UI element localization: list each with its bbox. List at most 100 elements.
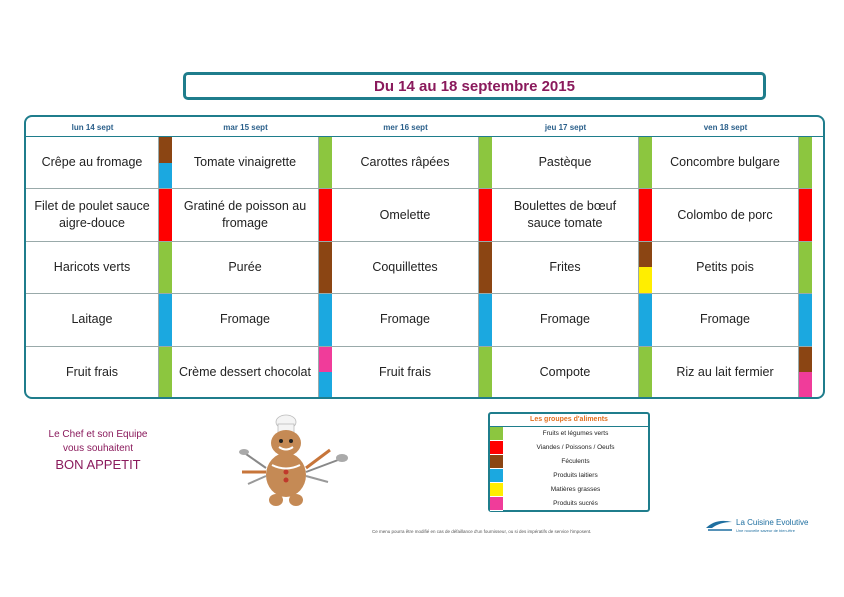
food-group-swatch <box>479 241 492 294</box>
food-group-swatch <box>159 346 172 397</box>
legend-color-swatch <box>490 427 503 441</box>
legend-label: Matières grasses <box>550 486 601 493</box>
food-group-indicator <box>479 241 492 295</box>
food-group-indicator <box>319 294 332 347</box>
dish-cell: Crêpe au fromage <box>26 137 159 190</box>
legend-label: Fruits et légumes verts <box>542 430 609 437</box>
legend-title: Les groupes d'aliments <box>490 414 648 427</box>
dish-cell: Haricots verts <box>26 241 159 295</box>
legend-color-swatch <box>490 455 503 469</box>
food-group-indicator <box>319 241 332 295</box>
food-group-indicator <box>799 346 812 397</box>
food-group-swatch <box>319 189 332 241</box>
legend-item: Produits sucrés <box>490 497 648 511</box>
food-group-swatch <box>159 241 172 294</box>
greeting-line-3: BON APPETIT <box>55 457 141 472</box>
legend-item: Viandes / Poissons / Oeufs <box>490 441 648 455</box>
day-header: jeu 17 sept <box>544 122 587 132</box>
menu-grid: Crêpe au fromage Filet de poulet sauce ai… <box>26 137 823 397</box>
food-group-indicator <box>159 189 172 242</box>
food-group-indicator <box>639 137 652 190</box>
food-group-swatch <box>479 189 492 241</box>
food-group-swatch <box>799 137 812 189</box>
dish-cell: Fromage <box>652 294 799 347</box>
food-group-swatch <box>159 137 172 163</box>
dish-cell: Boulettes de bœuf sauce tomate <box>492 189 639 242</box>
legend-item: Produits laitiers <box>490 469 648 483</box>
day-header: lun 14 sept <box>71 122 114 132</box>
food-group-swatch <box>639 137 652 189</box>
food-group-swatch <box>319 137 332 189</box>
food-group-swatch <box>479 346 492 397</box>
dish-cell: Tomate vinaigrette <box>172 137 319 190</box>
day-header: mer 16 sept <box>383 122 428 132</box>
food-group-swatch <box>159 189 172 241</box>
food-group-swatch <box>159 294 172 346</box>
food-group-indicator <box>319 346 332 397</box>
food-group-swatch <box>479 137 492 189</box>
logo-name: La Cuisine Evolutive <box>736 518 809 527</box>
dish-cell: Riz au lait fermier <box>652 346 799 397</box>
dish-cell: Laitage <box>26 294 159 347</box>
legend-label: Produits laitiers <box>553 472 598 479</box>
menu-footnote: Ce menu pourra être modifié en cas de dé… <box>372 529 592 534</box>
dish-cell: Fromage <box>492 294 639 347</box>
cuisine-evolutive-logo: La Cuisine Evolutive Une nouvelle saveur… <box>706 516 816 536</box>
dish-cell: Petits pois <box>652 241 799 295</box>
food-group-swatch <box>639 189 652 241</box>
dish-cell: Colombo de porc <box>652 189 799 242</box>
day-header: ven 18 sept <box>703 122 748 132</box>
food-group-indicator <box>159 294 172 347</box>
food-group-indicator <box>479 294 492 347</box>
food-group-swatch <box>799 294 812 346</box>
food-group-indicator <box>799 294 812 347</box>
legend-label: Viandes / Poissons / Oeufs <box>536 444 615 451</box>
dish-cell: Fromage <box>172 294 319 347</box>
food-group-swatch <box>479 294 492 346</box>
food-group-indicator <box>479 346 492 397</box>
dish-cell: Fruit frais <box>332 346 479 397</box>
legend-color-swatch <box>490 469 503 483</box>
logo-tagline: Une nouvelle saveur de bien-être <box>736 528 795 533</box>
dish-cell: Gratiné de poisson au fromage <box>172 189 319 242</box>
food-group-indicator <box>799 189 812 242</box>
food-group-swatch <box>799 372 812 397</box>
legend-label: Produits sucrés <box>553 500 598 507</box>
food-group-swatch <box>319 346 332 373</box>
food-group-swatch <box>639 267 652 294</box>
legend-color-swatch <box>490 441 503 455</box>
logo-wave-icon <box>706 520 732 531</box>
food-group-swatch <box>799 346 812 373</box>
legend-item: Féculents <box>490 455 648 469</box>
food-group-indicator <box>639 241 652 295</box>
menu-title: Du 14 au 18 septembre 2015 <box>183 72 766 100</box>
food-group-indicator <box>639 346 652 397</box>
food-group-swatch <box>159 162 172 189</box>
food-group-indicator <box>319 137 332 190</box>
dish-cell: Crème dessert chocolat <box>172 346 319 397</box>
food-group-swatch <box>639 294 652 346</box>
dish-cell: Filet de poulet sauce aigre-douce <box>26 189 159 242</box>
legend-item: Fruits et légumes verts <box>490 427 648 441</box>
dish-cell: Coquillettes <box>332 241 479 295</box>
food-group-indicator <box>479 137 492 190</box>
legend-color-swatch <box>490 483 503 497</box>
dish-cell: Concombre bulgare <box>652 137 799 190</box>
dish-cell: Omelette <box>332 189 479 242</box>
food-group-swatch <box>799 189 812 241</box>
chef-greeting: Le Chef et son Equipe vous souhaitent BO… <box>24 428 172 474</box>
food-group-swatch <box>319 372 332 397</box>
dish-cell: Frites <box>492 241 639 295</box>
food-group-indicator <box>479 189 492 242</box>
dish-cell: Fromage <box>332 294 479 347</box>
food-group-swatch <box>799 241 812 294</box>
food-group-swatch <box>319 241 332 294</box>
dish-cell: Carottes râpées <box>332 137 479 190</box>
day-headers: lun 14 sept mar 15 sept mer 16 sept jeu 17 … <box>26 117 823 137</box>
day-header: mar 15 sept <box>223 122 268 132</box>
food-group-indicator <box>639 294 652 347</box>
chef-mascot-illustration <box>239 414 348 506</box>
dish-cell: Pastèque <box>492 137 639 190</box>
food-group-swatch <box>639 346 652 397</box>
food-group-swatch <box>639 241 652 268</box>
